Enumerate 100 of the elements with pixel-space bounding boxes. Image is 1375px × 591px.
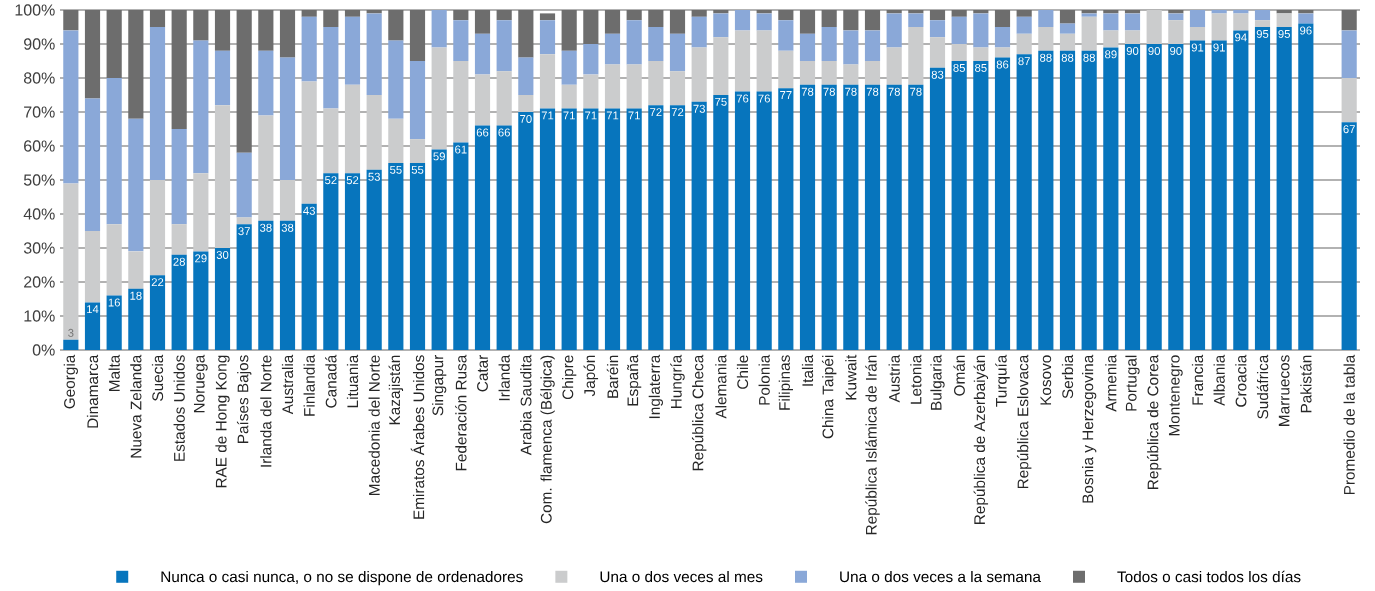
bar	[366, 13, 382, 95]
data-label: 78	[910, 87, 922, 96]
bar	[171, 224, 187, 255]
x-tick-label: Marruecos	[1278, 355, 1290, 426]
bar	[63, 10, 79, 31]
data-label: 89	[1105, 50, 1117, 59]
data-label: 71	[606, 111, 619, 120]
data-label: 73	[693, 104, 705, 113]
bar	[84, 98, 101, 231]
bar	[301, 81, 317, 204]
bar	[908, 13, 924, 27]
data-label: 90	[1170, 46, 1182, 55]
x-tick-label: España	[627, 354, 642, 406]
data-label: 66	[476, 128, 489, 137]
data-label: 3	[68, 328, 74, 337]
bar	[626, 64, 642, 109]
bar	[84, 10, 101, 99]
bar	[691, 47, 707, 102]
bar	[518, 10, 534, 58]
x-tick-label: Países Bajos	[236, 355, 252, 443]
y-tick-label: 10%	[24, 310, 55, 322]
bar	[236, 152, 252, 218]
bar	[821, 84, 837, 350]
bar	[691, 16, 707, 48]
bar	[496, 20, 512, 72]
bar	[453, 142, 469, 350]
bar	[149, 10, 166, 27]
bar	[691, 101, 707, 350]
bar	[258, 115, 274, 221]
x-tick-label: Singapur	[432, 354, 447, 416]
legend-label: Nunca o casi nunca, o no se dispone de ordenadores	[161, 570, 523, 586]
bar	[799, 60, 816, 85]
x-tick-label: Polonia	[758, 354, 770, 405]
bar	[84, 302, 101, 350]
x-tick-label: Austria	[888, 354, 900, 403]
bar	[994, 27, 1011, 48]
bar	[1189, 10, 1206, 27]
x-tick-label: República de Azerbaiyán	[973, 355, 989, 524]
x-tick-label: República Islámica de Irán	[865, 355, 880, 535]
y-tick-label: 50%	[23, 174, 55, 186]
bar	[344, 10, 361, 17]
bar	[236, 10, 252, 153]
x-tick-label: Promedio de la tabla	[1343, 354, 1355, 495]
data-label: 70	[520, 114, 532, 123]
bar	[149, 27, 166, 180]
data-label: 86	[996, 60, 1009, 69]
data-label: 78	[801, 87, 814, 96]
data-label: 91	[1191, 43, 1204, 52]
data-label: 72	[650, 108, 662, 117]
data-label: 52	[325, 176, 337, 185]
data-label: 78	[823, 87, 835, 96]
bar	[409, 139, 426, 163]
bar	[1016, 10, 1032, 17]
bar	[843, 30, 859, 65]
bar	[1146, 10, 1162, 44]
bar	[171, 10, 187, 129]
bar	[1081, 50, 1097, 350]
x-tick-label: Finlandia	[303, 354, 315, 416]
x-tick-label: Pakistán	[1300, 355, 1312, 413]
data-label: 76	[736, 94, 749, 103]
x-tick-label: Filipinas	[778, 355, 793, 410]
data-label: 95	[1256, 29, 1269, 38]
bar	[453, 20, 469, 61]
data-label: 78	[888, 87, 900, 96]
y-tick-label: 70%	[24, 106, 55, 118]
data-label: 61	[455, 145, 467, 154]
x-tick-label: Nueva Zelanda	[130, 354, 142, 458]
x-tick-label: Sudáfrica	[1256, 354, 1269, 419]
x-tick-label: Portugal	[1125, 355, 1140, 411]
legend-label: Una o dos veces a la semana	[840, 570, 1041, 583]
bar	[669, 105, 686, 350]
bar	[279, 10, 296, 58]
bar	[973, 60, 989, 350]
data-label: 77	[780, 91, 792, 99]
bar	[344, 84, 361, 174]
x-tick-label: Japón	[583, 355, 599, 397]
bar	[236, 224, 252, 350]
legend-label: Todos o casi todos los días	[1117, 570, 1301, 583]
bar	[929, 10, 946, 21]
bar	[1168, 44, 1184, 350]
bar	[951, 10, 967, 17]
bar	[778, 88, 794, 350]
bar	[1276, 27, 1292, 350]
bar	[821, 60, 837, 85]
bar	[626, 108, 642, 350]
data-label: 85	[975, 63, 987, 72]
bar	[734, 10, 751, 31]
bar	[1059, 23, 1076, 34]
data-label: 16	[108, 298, 120, 307]
data-label: 59	[433, 152, 445, 161]
bar	[604, 108, 621, 350]
bar	[214, 105, 231, 248]
data-label: 91	[1213, 43, 1225, 52]
bar	[1168, 13, 1184, 21]
bar	[648, 105, 664, 350]
bar	[778, 10, 794, 21]
bar	[778, 50, 794, 89]
bar	[843, 84, 859, 350]
bar	[1059, 10, 1076, 24]
x-tick-label: RAE de Hong Kong	[215, 355, 230, 488]
